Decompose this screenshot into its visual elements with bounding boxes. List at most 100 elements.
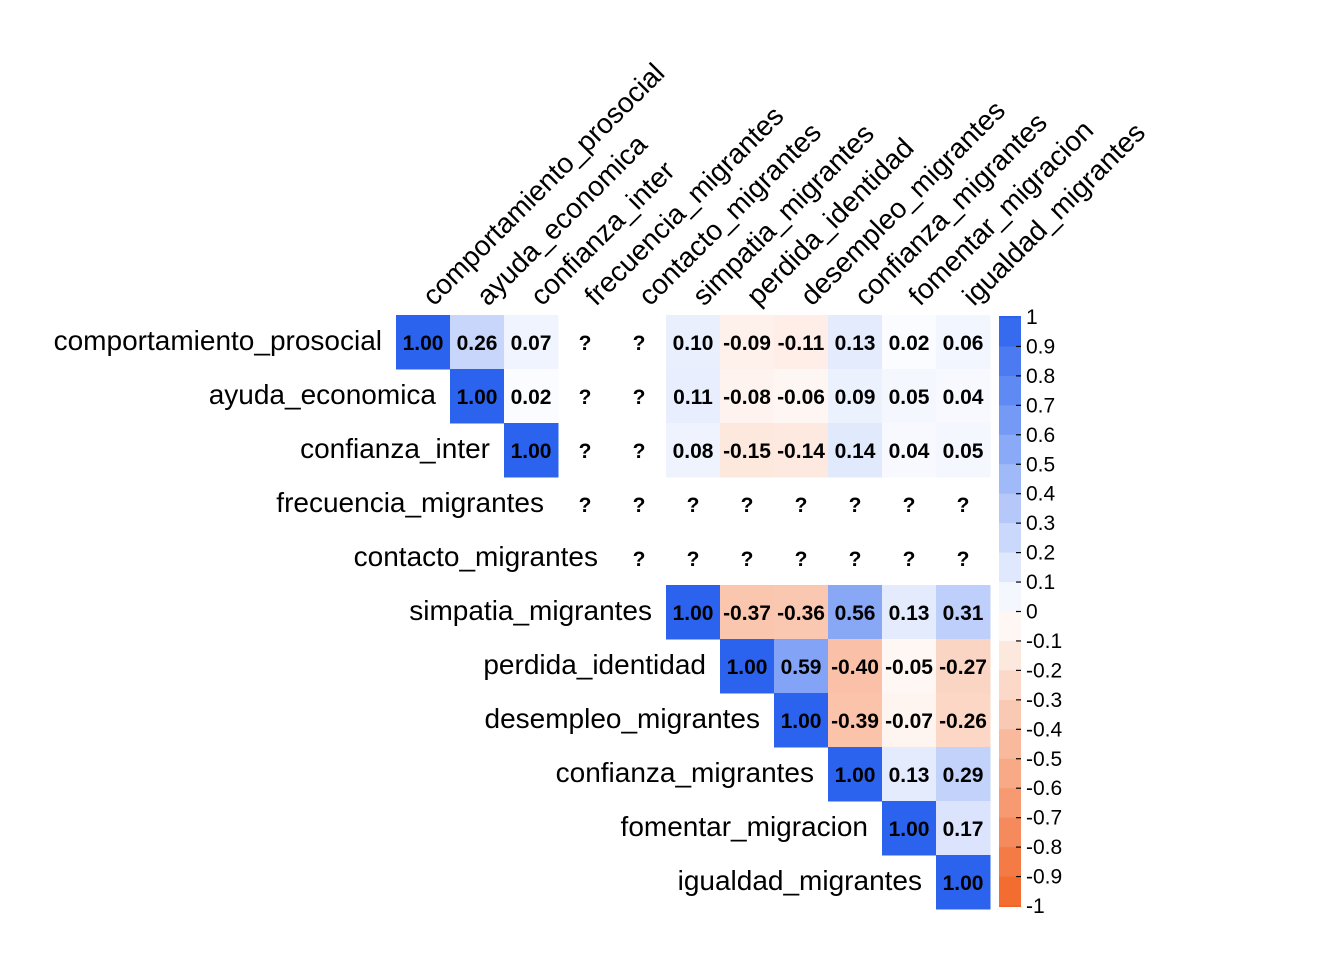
heatmap-cell xyxy=(666,585,721,640)
row-label: fomentar_migracion xyxy=(621,811,868,842)
heatmap-cell xyxy=(882,639,937,694)
heatmap-cell xyxy=(828,585,883,640)
cell-value-label: ? xyxy=(579,494,592,517)
color-legend: 1 0.9 0.8 0.7 0.6 0.5 0.4 0.3 0.2 0.1 0 -0.1 -0.2 -0.… xyxy=(999,306,1063,918)
cell-value-label: 0.17 xyxy=(943,818,984,841)
heatmap-cell xyxy=(504,423,559,478)
cell-value-label: -0.40 xyxy=(831,656,879,679)
cell-value-label: ? xyxy=(903,494,916,517)
heatmap-cell xyxy=(936,855,991,910)
heatmap-cell xyxy=(882,315,937,370)
heatmap-cell xyxy=(774,315,829,370)
cell-value-label: -0.26 xyxy=(939,710,987,733)
heatmap-cell xyxy=(504,315,559,370)
cell-value-label: 0.14 xyxy=(835,440,876,463)
colorbar-step xyxy=(999,552,1021,583)
colorbar-step xyxy=(999,611,1021,642)
row-label: desempleo_migrantes xyxy=(485,703,761,734)
colorbar-step xyxy=(999,523,1021,554)
colorbar-step xyxy=(999,640,1021,671)
row-label: perdida_identidad xyxy=(483,649,706,680)
heatmap-cell xyxy=(828,369,883,424)
colorbar-tick-label: -1 xyxy=(1026,895,1045,918)
cell-value-label: 1.00 xyxy=(943,872,984,895)
colorbar-tick-label: -0.6 xyxy=(1026,777,1062,800)
cell-value-label: -0.14 xyxy=(777,440,825,463)
colorbar-tick-label: -0.2 xyxy=(1026,659,1062,682)
cell-value-label: -0.08 xyxy=(723,386,771,409)
cell-value-label: 0.07 xyxy=(511,332,552,355)
heatmap-cell xyxy=(774,585,829,640)
colorbar-step xyxy=(999,729,1021,760)
cell-value-label: -0.11 xyxy=(778,332,825,355)
colorbar-tick-label: 0 xyxy=(1026,601,1038,624)
heatmap-cell xyxy=(828,639,883,694)
cell-value-label: ? xyxy=(849,494,862,517)
colorbar-tick-label: 0.8 xyxy=(1026,365,1055,388)
heatmap-cell xyxy=(774,423,829,478)
heatmap-cell xyxy=(882,801,937,856)
cell-value-label: -0.06 xyxy=(777,386,825,409)
colorbar-step xyxy=(999,847,1021,878)
cell-value-label: 0.59 xyxy=(781,656,822,679)
colorbar-tick-label: 0.7 xyxy=(1026,394,1055,417)
heatmap-cell xyxy=(396,315,451,370)
heatmap-cell xyxy=(828,747,883,802)
colorbar-step xyxy=(999,788,1021,819)
row-label: confianza_inter xyxy=(300,433,490,464)
heatmap-cell xyxy=(774,639,829,694)
row-label: simpatia_migrantes xyxy=(409,595,652,626)
cell-value-label: 0.13 xyxy=(835,332,876,355)
colorbar-tick-label: 0.3 xyxy=(1026,512,1055,535)
row-label: ayuda_economica xyxy=(209,379,437,410)
heatmap-cell xyxy=(936,639,991,694)
cell-value-label: ? xyxy=(687,494,700,517)
cell-value-label: 0.31 xyxy=(943,602,984,625)
heatmap-cell xyxy=(882,585,937,640)
heatmap-cell xyxy=(828,315,883,370)
row-label: igualdad_migrantes xyxy=(678,865,922,896)
colorbar-step xyxy=(999,817,1021,848)
cell-value-label: ? xyxy=(957,494,970,517)
cell-value-label: 1.00 xyxy=(403,332,444,355)
colorbar-tick-label: -0.4 xyxy=(1026,718,1063,741)
colorbar-tick-label: -0.1 xyxy=(1026,630,1062,653)
heatmap-cell xyxy=(936,693,991,748)
cell-value-label: 1.00 xyxy=(511,440,552,463)
cell-value-label: 0.09 xyxy=(835,386,876,409)
colorbar-tick-label: -0.5 xyxy=(1026,748,1062,771)
cell-value-label: 0.13 xyxy=(889,764,930,787)
cell-value-label: 0.13 xyxy=(889,602,930,625)
heatmap-cell xyxy=(828,423,883,478)
heatmap-cell xyxy=(936,369,991,424)
row-label: comportamiento_prosocial xyxy=(54,325,382,356)
cell-value-label: 0.04 xyxy=(943,386,984,409)
colorbar-tick-label: 0.5 xyxy=(1026,453,1055,476)
cell-value-label: 0.08 xyxy=(673,440,714,463)
cell-value-label: -0.07 xyxy=(885,710,933,733)
cell-value-label: ? xyxy=(795,548,808,571)
cell-value-label: ? xyxy=(633,386,646,409)
heatmap-cell xyxy=(720,639,775,694)
heatmap-cell xyxy=(936,315,991,370)
cell-value-label: 0.02 xyxy=(889,332,930,355)
cell-value-label: ? xyxy=(849,548,862,571)
heatmap-cell xyxy=(936,747,991,802)
heatmap-cell xyxy=(720,369,775,424)
cell-value-label: 1.00 xyxy=(835,764,876,787)
cell-value-label: 0.56 xyxy=(835,602,876,625)
colorbar-tick-label: -0.8 xyxy=(1026,836,1062,859)
cell-value-label: 0.11 xyxy=(673,386,713,409)
colorbar-step xyxy=(999,670,1021,701)
row-label: frecuencia_migrantes xyxy=(276,487,544,518)
cell-value-label: 1.00 xyxy=(727,656,768,679)
colorbar-step xyxy=(999,464,1021,495)
heatmap-cell xyxy=(882,693,937,748)
heatmap-cell xyxy=(450,315,505,370)
cell-value-label: ? xyxy=(579,332,592,355)
colorbar-step xyxy=(999,876,1021,907)
colorbar-step xyxy=(999,493,1021,524)
colorbar-step xyxy=(999,582,1021,612)
colorbar-step xyxy=(999,434,1021,465)
heatmap-cell-labels: 1.00 0.26 0.07?? 0.10 -0.09 -0.11 0.13 0.02 0.06… xyxy=(403,332,987,895)
